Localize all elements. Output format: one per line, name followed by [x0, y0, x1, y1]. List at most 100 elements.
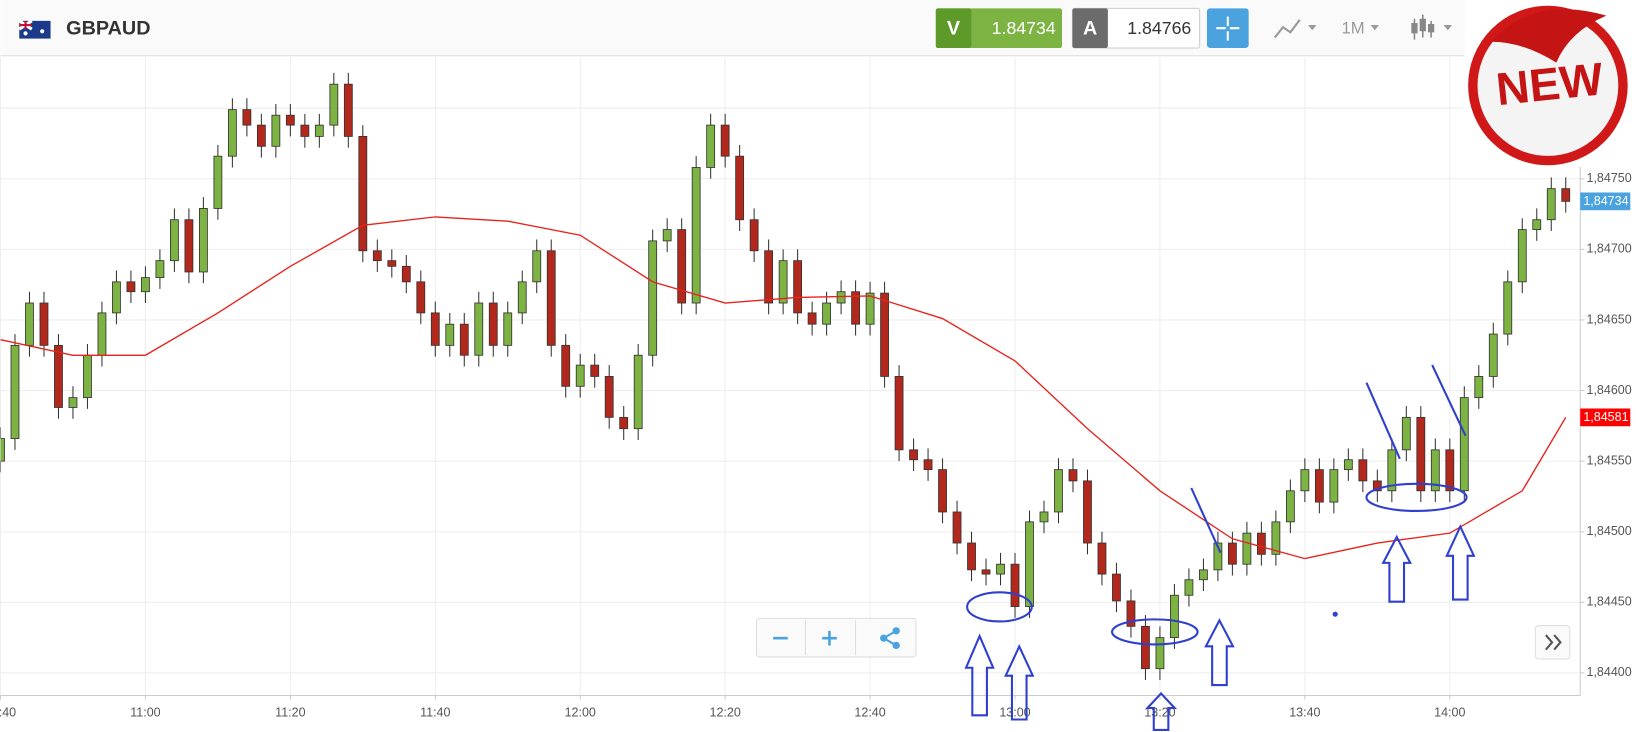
- candle-body: [1285, 490, 1295, 523]
- candle-style-button[interactable]: [1411, 14, 1452, 40]
- candle-body: [851, 291, 860, 325]
- candle-body: [126, 281, 136, 293]
- annotation-arrow: [964, 633, 995, 717]
- annotation-ellipse: [966, 591, 1033, 623]
- candle-body: [488, 302, 498, 346]
- candle-body: [285, 114, 295, 126]
- caret[interactable]: [1443, 25, 1452, 31]
- candle-body: [1112, 573, 1121, 602]
- candle-body: [1532, 219, 1542, 231]
- annotation-arrow: [1145, 691, 1178, 731]
- sell-label[interactable]: V: [947, 17, 961, 39]
- candle-body: [1474, 376, 1484, 399]
- candle-body: [141, 277, 150, 293]
- candle-body: [1199, 569, 1208, 581]
- candle-body: [1068, 469, 1078, 482]
- candle-body: [720, 124, 730, 157]
- annotation-arrows: [964, 524, 1476, 731]
- candle-body: [1025, 521, 1034, 607]
- crosshair-bg[interactable]: [1206, 8, 1249, 48]
- annotation-arrow: [1445, 524, 1476, 601]
- candle-body: [83, 354, 92, 399]
- scroll-right-button[interactable]: [1534, 625, 1571, 660]
- candle-body: [256, 124, 266, 147]
- candle-body: [387, 260, 397, 267]
- timeframe[interactable]: 1M: [1341, 19, 1364, 38]
- candle-body: [1401, 416, 1411, 451]
- candle-body: [749, 219, 759, 252]
- candle-body: [532, 250, 542, 283]
- zoom-controls[interactable]: [755, 617, 917, 658]
- x-tick-label: 11:40: [420, 706, 450, 720]
- candle-body: [1155, 637, 1165, 670]
- timeframe-button[interactable]: 1M: [1341, 19, 1379, 38]
- candle-body: [648, 240, 658, 356]
- price-tag-label: 1,84734: [1583, 194, 1628, 208]
- candle-body: [865, 292, 875, 325]
- candle-body: [938, 469, 947, 513]
- caret[interactable]: [1308, 25, 1317, 31]
- candle-body: [416, 281, 426, 314]
- x-tick-label: 13:00: [999, 706, 1030, 720]
- buy-price[interactable]: 1.84766: [1127, 18, 1191, 38]
- x-tick-label: 10:40: [0, 706, 16, 720]
- annotations: [966, 364, 1468, 646]
- candle-body: [1488, 333, 1498, 377]
- buy-label[interactable]: A: [1083, 17, 1097, 39]
- candle-body: [213, 155, 223, 209]
- sell-button[interactable]: V 1.84734: [935, 8, 1062, 48]
- candle-body: [836, 291, 846, 304]
- candle-body: [1256, 532, 1266, 555]
- annotation-arrow: [1004, 644, 1035, 721]
- candle-body: [198, 208, 208, 273]
- candle-body: [662, 229, 672, 242]
- annotation-ellipse: [1111, 618, 1199, 646]
- sell-price[interactable]: 1.84734: [992, 18, 1056, 38]
- candle-body: [227, 109, 237, 157]
- sell-label-bg[interactable]: [935, 8, 972, 48]
- candle-body: [1054, 469, 1063, 513]
- annotation-line: [1365, 382, 1401, 460]
- candle-body: [1271, 521, 1281, 555]
- caret[interactable]: [1370, 25, 1379, 31]
- line-icon[interactable]: [1273, 19, 1301, 39]
- y-tick-label: 1,84700: [1586, 242, 1631, 256]
- annotation-line: [1190, 487, 1222, 554]
- candle-body: [1242, 532, 1252, 565]
- candle-body: [1300, 469, 1310, 492]
- candle-body: [170, 219, 179, 262]
- price-tag: [1580, 408, 1631, 427]
- moving-average: [0, 216, 1567, 560]
- chart-style-button[interactable]: [1273, 19, 1317, 39]
- annotation-arrow: [1204, 618, 1235, 687]
- candle-body: [619, 416, 629, 430]
- zoom-in[interactable]: [822, 630, 837, 646]
- header-bg: [0, 0, 1636, 56]
- plot-area: [0, 72, 1571, 680]
- share[interactable]: [880, 627, 900, 650]
- candle-body: [923, 459, 933, 471]
- y-tick-label: 1,84600: [1586, 383, 1631, 397]
- y-tick-label: 1,84650: [1586, 312, 1631, 326]
- candle-body: [880, 292, 889, 377]
- candle-body: [1503, 281, 1513, 335]
- candle-body: [793, 260, 803, 314]
- candle-body: [807, 312, 817, 325]
- crosshair-icon[interactable]: [1216, 16, 1240, 41]
- buy-button[interactable]: A 1.84766: [1071, 7, 1201, 49]
- x-tick-label: 11:20: [275, 706, 305, 720]
- buy-label-bg[interactable]: [1072, 8, 1108, 48]
- crosshair-button[interactable]: [1206, 8, 1249, 48]
- candle-body: [343, 83, 353, 137]
- candle-body: [706, 124, 716, 168]
- candle-body: [155, 260, 165, 279]
- scroll-icon[interactable]: [1545, 634, 1562, 651]
- price-tag: [1580, 192, 1631, 211]
- candle-body: [691, 167, 701, 304]
- candle-body: [1314, 469, 1324, 503]
- candle-body: [1170, 594, 1179, 639]
- candle-body: [677, 229, 687, 304]
- candle-body: [909, 449, 918, 461]
- candle-body: [575, 364, 585, 387]
